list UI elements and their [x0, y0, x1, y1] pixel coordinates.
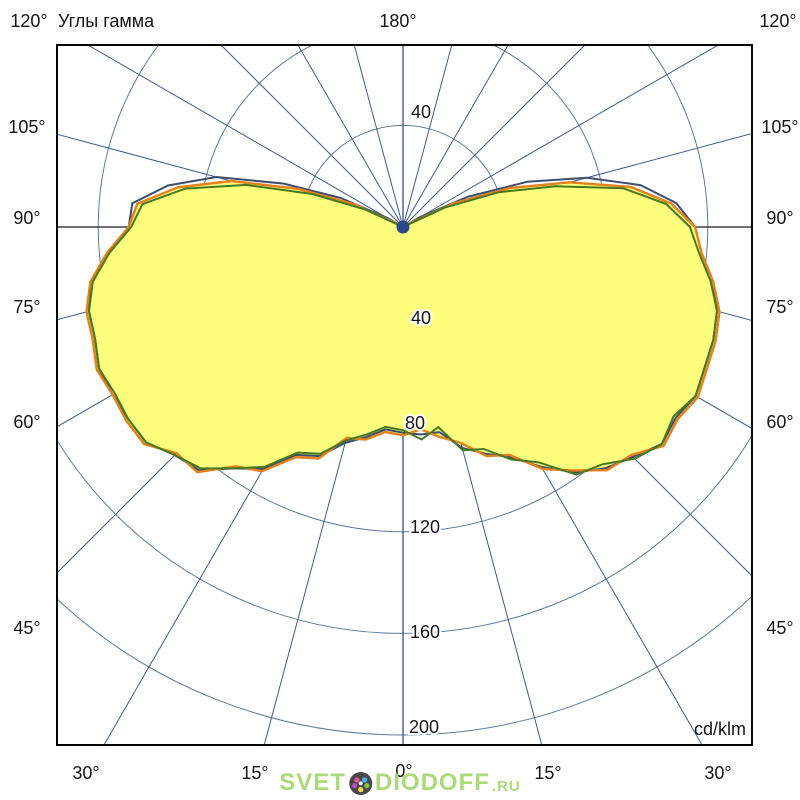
gamma-label-top-right: 120°	[759, 11, 796, 31]
gamma-label-left-60: 60°	[13, 412, 40, 432]
gamma-label-right-105: 105°	[761, 117, 798, 137]
gamma-label-right-45: 45°	[766, 618, 793, 638]
gamma-label-right-90: 90°	[766, 208, 793, 228]
radial-tick-200: 200	[409, 717, 439, 737]
gamma-label-top-center: 180°	[379, 11, 416, 31]
watermark-logo-icon	[348, 771, 372, 795]
gamma-label-left-90: 90°	[13, 208, 40, 228]
gamma-label-right-75: 75°	[766, 297, 793, 317]
watermark-text-pre: SVET	[279, 769, 346, 796]
watermark-text-tld: .RU	[491, 777, 521, 795]
gamma-label-left-45: 45°	[13, 618, 40, 638]
gamma-label-bottom-30L: 30°	[72, 763, 99, 783]
radial-tick-40-upper: 40	[411, 102, 431, 122]
gamma-label-top-left: 120°	[10, 11, 47, 31]
gamma-label-bottom-15L: 15°	[241, 763, 268, 783]
radial-tick-40: 40	[411, 308, 431, 328]
gamma-label-bottom-30R: 30°	[704, 763, 731, 783]
radial-tick-160: 160	[410, 622, 440, 642]
radial-tick-80: 80	[405, 413, 425, 433]
gamma-label-left-75: 75°	[13, 297, 40, 317]
gamma-label-bottom-0: 0°	[395, 761, 412, 781]
units-label: cd/klm	[694, 719, 746, 739]
axis-labels: 120° Углы гамма 180° 120° 105° 90° 75° 6…	[8, 11, 798, 783]
radial-tick-120: 120	[410, 517, 440, 537]
gamma-label-left-105: 105°	[8, 117, 45, 137]
plot-border	[56, 44, 753, 746]
gamma-label-right-60: 60°	[766, 412, 793, 432]
watermark-text-post: DIODOFF	[374, 769, 490, 796]
chart-title: Углы гамма	[58, 11, 155, 31]
gamma-label-bottom-15R: 15°	[534, 763, 561, 783]
watermark: SVET DIODOFF .RU	[279, 769, 521, 797]
intensity-curves	[85, 176, 721, 476]
